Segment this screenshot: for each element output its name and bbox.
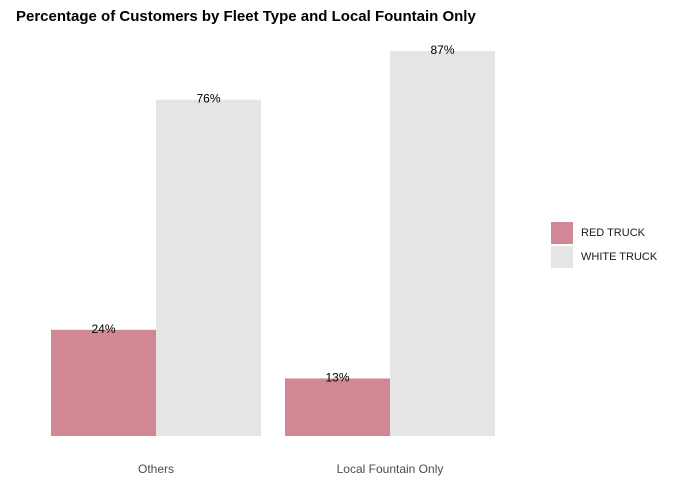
legend-label-white-truck: WHITE TRUCK (581, 251, 658, 263)
bar-red-truck-local-fountain-only (285, 378, 390, 436)
legend-item-white-truck: WHITE TRUCK (551, 245, 657, 269)
value-label-red-truck-local-fountain-only: 13% (325, 370, 349, 384)
chart-title: Percentage of Customers by Fleet Type an… (16, 8, 476, 25)
x-tick-label-others: Others (138, 462, 174, 476)
x-tick-labels-group: Others Local Fountain Only (138, 462, 443, 476)
legend-swatch-red-truck (551, 222, 573, 244)
legend: RED TRUCK WHITE TRUCK (551, 221, 657, 269)
legend-label-red-truck: RED TRUCK (581, 227, 645, 239)
bar-red-truck-others (51, 329, 156, 436)
value-label-red-truck-others: 24% (91, 322, 115, 336)
bar-white-truck-local-fountain-only (390, 51, 495, 436)
bars-group (51, 51, 495, 436)
value-labels-group: 24% 76% 13% 87% (91, 43, 454, 384)
legend-item-red-truck: RED TRUCK (551, 221, 657, 245)
value-label-white-truck-others: 76% (196, 92, 220, 106)
value-label-white-truck-local-fountain-only: 87% (430, 43, 454, 57)
legend-swatch-white-truck (551, 246, 573, 268)
bar-white-truck-others (156, 99, 261, 436)
x-tick-label-local-fountain-only: Local Fountain Only (337, 462, 444, 476)
